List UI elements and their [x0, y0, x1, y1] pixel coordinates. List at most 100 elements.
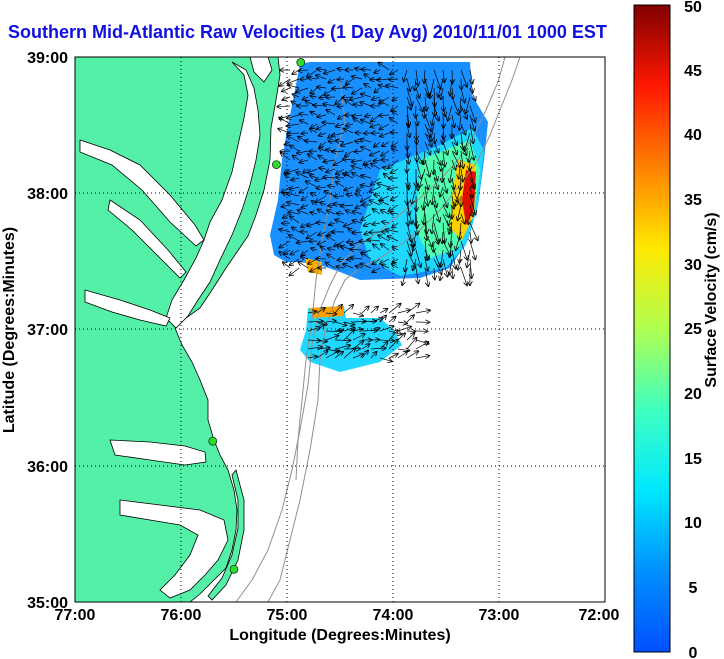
velocity-arrow [287, 114, 300, 118]
velocity-arrow [443, 150, 445, 166]
velocity-arrow [415, 105, 416, 118]
velocity-arrow [391, 168, 399, 173]
velocity-arrow [460, 96, 461, 112]
velocity-arrow [370, 318, 382, 323]
velocity-arrow [316, 259, 327, 260]
velocity-arrow [442, 204, 449, 217]
velocity-arrow [452, 114, 454, 127]
velocity-arrow [386, 85, 399, 88]
velocity-arrow [317, 69, 327, 70]
velocity-arrow [458, 204, 462, 220]
velocity-arrow [424, 159, 430, 177]
velocity-arrow [379, 316, 386, 323]
velocity-arrow [450, 78, 452, 95]
velocity-arrow [279, 252, 291, 260]
velocity-arrow [307, 311, 316, 313]
velocity-arrow [469, 240, 475, 259]
velocity-arrow [392, 141, 399, 147]
colorbar-tick-label: 10 [684, 515, 702, 532]
velocity-arrow [416, 69, 418, 85]
velocity-arrow [307, 231, 318, 238]
velocity-arrow [374, 70, 381, 73]
velocity-arrow [285, 142, 291, 145]
velocity-arrow [424, 132, 432, 146]
velocity-arrow [300, 120, 309, 125]
velocity-arrow [425, 96, 427, 111]
velocity-arrow [337, 213, 345, 214]
velocity-arrow [433, 69, 441, 89]
velocity-arrow [407, 177, 409, 189]
velocity-arrow [332, 133, 345, 136]
y-axis-label: Latitude (Degrees:Minutes) [1, 227, 18, 433]
velocity-arrow [298, 210, 309, 215]
velocity-arrow [424, 114, 431, 131]
velocity-arrow [405, 258, 407, 271]
velocity-arrow [334, 305, 342, 314]
velocity-arrow [317, 187, 327, 188]
velocity-arrow [327, 110, 336, 116]
velocity-arrow [277, 106, 291, 107]
velocity-arrow [308, 168, 318, 173]
velocity-arrow [404, 69, 408, 81]
bathymetry-contour [235, 57, 506, 602]
velocity-arrow [382, 141, 390, 146]
velocity-arrow [406, 249, 415, 268]
velocity-arrow [379, 309, 387, 314]
radar-station-marker [208, 436, 218, 446]
velocity-arrow [424, 123, 430, 137]
velocity-arrow [470, 258, 472, 278]
velocity-arrow [355, 194, 363, 196]
velocity-arrow [345, 150, 354, 156]
velocity-arrow [424, 249, 429, 259]
velocity-arrow [370, 124, 381, 127]
velocity-arrow [299, 262, 309, 269]
velocity-arrow [397, 310, 410, 314]
velocity-arrow [343, 330, 354, 341]
velocity-arrow [291, 178, 300, 180]
velocity-arrow [288, 85, 300, 88]
velocity-arrow [433, 150, 441, 165]
velocity-arrow [356, 205, 363, 208]
velocity-arrow [469, 195, 476, 215]
colorbar-tick-label: 45 [684, 63, 702, 80]
velocity-arrow [460, 177, 461, 190]
velocity-arrow [433, 222, 439, 242]
velocity-arrow [325, 336, 338, 341]
velocity-arrow [451, 150, 460, 167]
velocity-arrow [326, 169, 336, 172]
velocity-arrow [458, 258, 462, 270]
velocity-arrow [459, 114, 461, 130]
velocity-arrow [433, 258, 442, 274]
velocity-arrow [415, 159, 421, 179]
velocity-arrow [456, 231, 462, 250]
velocity-arrow [443, 123, 444, 139]
velocity-arrow [310, 268, 318, 272]
velocity-arrow [388, 159, 399, 168]
velocity-arrow [352, 87, 363, 94]
velocity-arrow [320, 141, 327, 147]
bathymetry-contour [295, 79, 346, 481]
velocity-arrow [345, 100, 354, 107]
velocity-arrow [316, 195, 327, 202]
velocity-arrow [319, 133, 327, 136]
velocity-arrow [390, 118, 399, 125]
velocity-arrow [347, 194, 354, 196]
colorbar-ticks: 0 5 10 15 20 25 30 35 40 45 50 [684, 0, 702, 659]
velocity-arrow [393, 247, 399, 250]
velocity-arrow [290, 187, 300, 189]
colorbar-tick-label: 40 [684, 127, 702, 144]
velocity-arrow [424, 267, 428, 286]
y-axis-ticks: 35:00 36:00 37:00 38:00 39:00 [27, 50, 68, 612]
velocity-arrow [321, 247, 327, 250]
velocity-arrow [288, 78, 300, 83]
velocity-arrow [465, 132, 471, 151]
velocity-arrow [461, 150, 463, 168]
velocity-arrow [365, 115, 372, 117]
velocity-arrow [433, 231, 438, 244]
velocity-arrow [406, 96, 411, 109]
velocity-arrow [379, 201, 390, 206]
velocity-arrow [352, 76, 363, 79]
velocity-arrow [424, 141, 430, 155]
velocity-arrow [433, 204, 440, 222]
velocity-arrow [334, 321, 346, 325]
